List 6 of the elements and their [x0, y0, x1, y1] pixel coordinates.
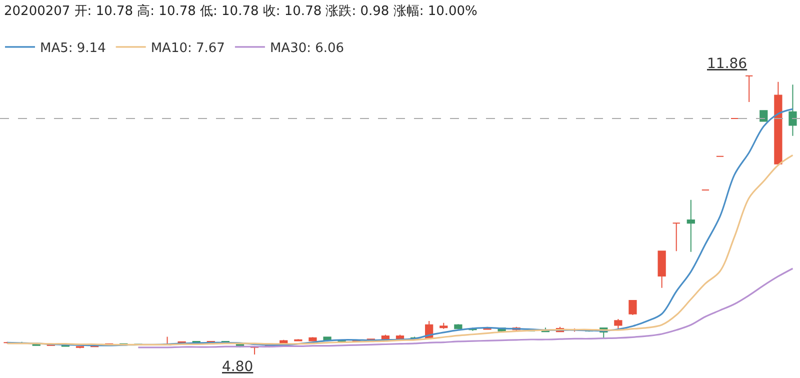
text: 4.80 [222, 359, 254, 375]
legend-label: MA10: 7.67 [150, 41, 225, 56]
text: 11.86 [707, 56, 748, 72]
chart-title: 20200207 开: 10.78 高: 10.78 低: 10.78 收: 10.78 涨跌: 0.98 涨幅: 10.00% [4, 2, 478, 19]
legend-label: MA5: 9.14 [40, 41, 106, 56]
legend-label: MA30: 6.06 [270, 41, 344, 56]
